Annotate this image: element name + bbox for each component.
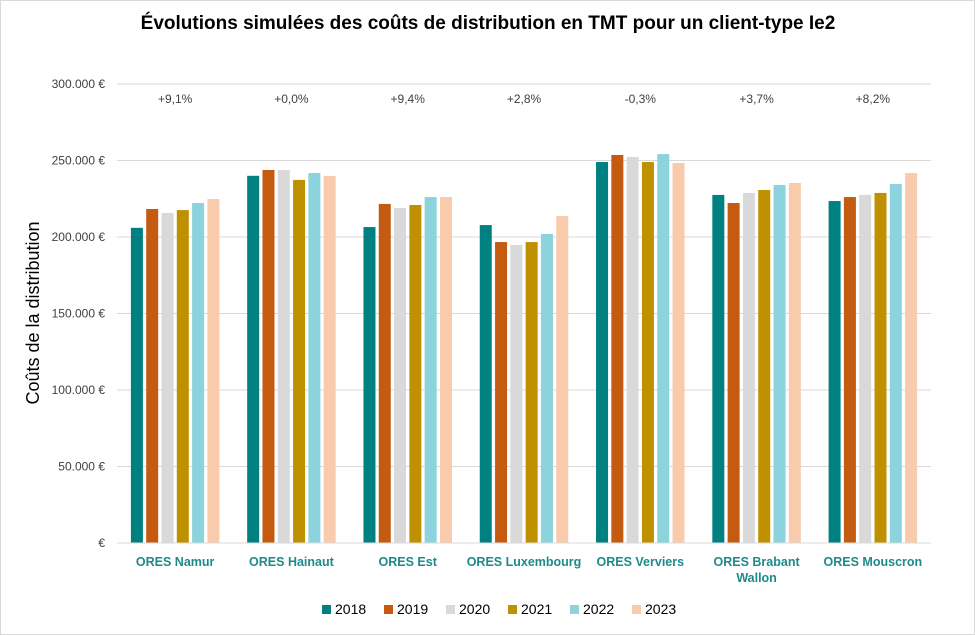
bar-2019 — [727, 203, 740, 543]
bar-2023 — [556, 216, 569, 543]
bar-2018 — [828, 201, 841, 544]
legend-label: 2021 — [521, 601, 552, 617]
bar-2023 — [207, 199, 220, 543]
change-annotation: +2,8% — [507, 92, 542, 106]
legend-label: 2019 — [397, 601, 428, 617]
change-annotation: +9,4% — [391, 92, 426, 106]
bar-2020 — [161, 212, 174, 543]
bars — [130, 154, 918, 544]
bar-2020 — [626, 156, 639, 543]
change-annotation: +8,2% — [856, 92, 891, 106]
bar-2019 — [495, 242, 508, 543]
y-tick-label: 200.000 € — [52, 230, 106, 244]
legend-item: 2023 — [632, 601, 676, 617]
bar-group — [247, 169, 336, 544]
legend-item: 2021 — [508, 601, 552, 617]
y-axis-ticks: €50.000 € 100.000 € 150.000 € 200.000 € 250.… — [52, 77, 106, 550]
legend-swatch — [322, 605, 331, 614]
bar-2020 — [277, 169, 290, 543]
legend: 2018 2019 2020 2021 2022 2023 — [322, 601, 676, 617]
category-label: ORES Est — [379, 555, 438, 569]
bar-2023 — [323, 175, 336, 543]
bar-2021 — [874, 192, 887, 543]
bar-2022 — [308, 173, 321, 543]
bar-2018 — [712, 194, 725, 544]
bar-2018 — [479, 225, 492, 544]
category-label: ORES Namur — [136, 555, 215, 569]
bar-2019 — [378, 203, 391, 543]
change-annotation: +3,7% — [739, 92, 774, 106]
percentage-annotations: +9,1% +0,0% +9,4% +2,8% -0,3% +3,7% +8,2% — [158, 92, 890, 106]
bar-group — [479, 216, 569, 544]
change-annotation: +0,0% — [274, 92, 309, 106]
bar-2023 — [905, 173, 918, 543]
chart-title: Évolutions simulées des coûts de distrib… — [141, 12, 836, 34]
legend-label: 2022 — [583, 601, 614, 617]
bar-group — [363, 197, 452, 543]
bar-2022 — [773, 184, 786, 544]
bar-2019 — [843, 197, 856, 543]
bar-2020 — [859, 194, 872, 544]
bar-2022 — [192, 203, 205, 543]
change-annotation: -0,3% — [625, 92, 657, 106]
bar-2023 — [439, 197, 452, 543]
bar-2022 — [424, 197, 437, 543]
bar-2019 — [146, 209, 159, 543]
category-label: ORES Hainaut — [249, 555, 335, 569]
bar-group — [828, 173, 918, 544]
y-tick-label: € — [98, 536, 105, 550]
y-tick-label: 300.000 € — [52, 77, 106, 91]
y-tick-label: 50.000 € — [58, 460, 105, 474]
legend-swatch — [632, 605, 641, 614]
legend-item: 2018 — [322, 601, 366, 617]
bar-2021 — [409, 205, 422, 543]
bar-2018 — [247, 175, 260, 544]
legend-label: 2023 — [645, 601, 676, 617]
bar-group — [130, 199, 220, 543]
bar-2021 — [758, 190, 771, 544]
category-label: ORES Verviers — [597, 555, 685, 569]
change-annotation: +9,1% — [158, 92, 193, 106]
bar-2022 — [657, 154, 670, 543]
legend-label: 2018 — [335, 601, 366, 617]
bar-2023 — [788, 182, 801, 543]
legend-swatch — [508, 605, 517, 614]
y-tick-label: 100.000 € — [52, 383, 106, 397]
bar-2021 — [525, 242, 538, 543]
legend-swatch — [384, 605, 393, 614]
bar-2018 — [596, 162, 609, 543]
bar-group — [712, 182, 801, 544]
legend-item: 2020 — [446, 601, 490, 617]
category-label: ORES Luxembourg — [467, 555, 582, 569]
legend-swatch — [446, 605, 455, 614]
bar-group — [596, 154, 685, 543]
category-label: ORES Brabant — [714, 555, 801, 569]
bar-2019 — [262, 169, 275, 543]
y-axis-label: Coûts de la distribution — [23, 221, 43, 404]
bar-2018 — [363, 227, 376, 543]
gridlines — [117, 83, 931, 467]
category-labels: ORES Namur ORES Hainaut ORES Est ORES Luxem… — [136, 555, 922, 585]
legend-item: 2019 — [384, 601, 428, 617]
y-tick-label: 150.000 € — [52, 307, 106, 321]
category-label: ORES Mouscron — [824, 555, 923, 569]
bar-2021 — [641, 162, 654, 543]
legend-item: 2022 — [570, 601, 614, 617]
y-tick-label: 250.000 € — [52, 154, 106, 168]
category-label: Wallon — [736, 571, 777, 585]
bar-2023 — [672, 162, 685, 543]
legend-swatch — [570, 605, 579, 614]
bar-2020 — [742, 192, 755, 543]
bar-2018 — [130, 227, 143, 543]
bar-2022 — [540, 233, 553, 543]
bar-2021 — [176, 210, 189, 543]
bar-2020 — [510, 244, 523, 543]
bar-2020 — [394, 207, 407, 543]
bar-2022 — [889, 184, 902, 543]
bar-2021 — [293, 179, 306, 543]
bar-2019 — [611, 154, 624, 543]
legend-label: 2020 — [459, 601, 490, 617]
